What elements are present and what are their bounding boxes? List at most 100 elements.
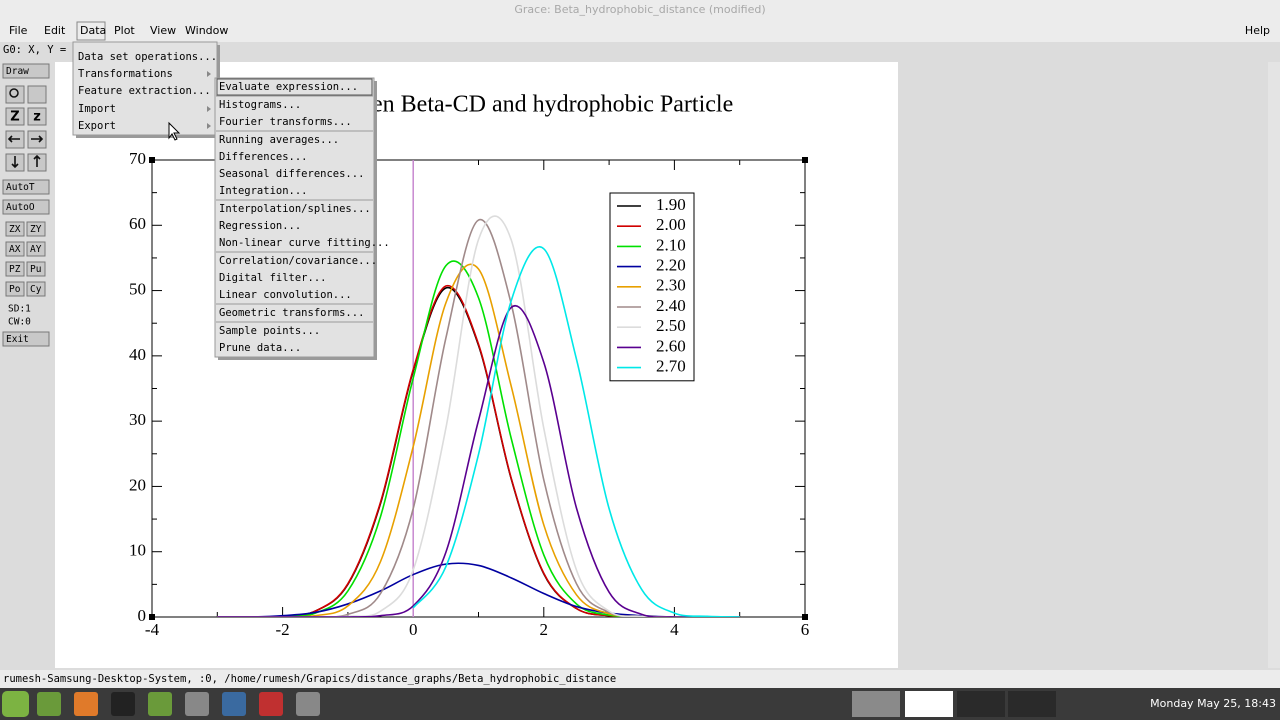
transformations-menu-item[interactable]: Differences... [219,151,308,163]
pair-button[interactable] [26,261,46,277]
menu-item[interactable]: Window [185,24,228,37]
submenu-arrow [207,106,211,112]
draw-button-label: Draw [6,66,29,77]
x-tick-label: 0 [409,620,418,639]
x-tick-label: -2 [276,620,290,639]
menu-item[interactable]: Edit [44,24,66,37]
workspace[interactable] [957,691,1005,717]
canvas [55,62,898,668]
pair-button[interactable] [5,261,25,277]
icon-button[interactable] [27,85,47,104]
y-tick-label: 40 [129,345,146,364]
pair-button[interactable] [5,241,25,257]
menu-item[interactable]: File [9,24,28,37]
transformations-menu-item[interactable]: Evaluate expression... [219,81,358,93]
legend-label: 2.60 [656,336,686,355]
transformations-menu-item[interactable]: Correlation/covariance... [219,255,377,267]
pair-button-label: PZ [9,264,21,275]
data-menu-item[interactable]: Export [78,120,116,132]
transformations-menu [214,77,375,358]
data-menu-item[interactable]: Data set operations... [78,51,217,63]
exit-button[interactable] [2,331,50,347]
title-bar [0,0,1280,20]
status-text: rumesh-Samsung-Desktop-System, :0, /home… [3,673,616,685]
taskbar-icon[interactable] [111,692,135,716]
transformations-menu-item[interactable]: Linear convolution... [219,289,352,301]
transformations-menu-item[interactable]: Prune data... [219,342,301,354]
y-tick-label: 0 [138,606,147,625]
legend-label: 2.40 [656,296,686,315]
pair-button[interactable] [26,241,46,257]
transformations-menu-item[interactable]: Regression... [219,220,301,232]
zoom-icon: z [33,110,41,125]
series-line [217,305,740,617]
x-tick-label: -4 [145,620,160,639]
series-line [412,246,740,617]
x-tick-label: 4 [670,620,679,639]
transformations-menu-item[interactable]: Fourier transforms... [219,116,352,128]
menu-highlight [216,78,373,96]
chart-title: en Beta-CD and hydrophobic Particle [372,92,733,118]
legend-label: 2.00 [656,215,686,234]
pair-button[interactable] [26,221,46,237]
pair-button[interactable] [5,221,25,237]
zoom-icon: Z [10,110,19,125]
transformations-menu-item[interactable]: Histograms... [219,99,301,111]
workspace[interactable] [1008,691,1056,717]
transformations-menu-item[interactable]: Digital filter... [219,272,326,284]
taskbar-icon[interactable] [74,692,98,716]
arrow-icon [33,154,41,167]
exit-button-label: Exit [6,334,29,345]
y-tick-label: 50 [129,279,146,298]
taskbar-icon[interactable] [296,692,320,716]
pair-button-label: ZY [30,224,42,235]
legend-label: 2.30 [656,276,686,295]
draw-button[interactable] [2,63,50,79]
x-tick-label: 6 [801,620,810,639]
menu-item[interactable]: Plot [114,24,135,37]
transformations-menu-item[interactable]: Seasonal differences... [219,168,364,180]
taskbar-icon[interactable] [148,692,172,716]
legend-label: 1.90 [656,195,686,214]
arrow-icon [7,135,20,143]
workspace[interactable] [905,691,953,717]
window-title: Grace: Beta_hydrophobic_distance (modifi… [514,3,765,16]
taskbar-icon[interactable] [222,692,246,716]
transformations-menu-item[interactable]: Running averages... [219,134,339,146]
mouse-cursor [168,121,181,141]
data-menu-item[interactable]: Feature extraction... [78,85,211,97]
data-menu-item[interactable]: Import [78,103,116,115]
transformations-menu-item[interactable]: Interpolation/splines... [219,203,371,215]
auto-button[interactable] [2,199,50,215]
y-tick-label: 20 [129,475,146,494]
y-tick-label: 30 [129,410,146,429]
transformations-menu-item[interactable]: Non-linear curve fitting... [219,237,390,249]
transformations-menu-item[interactable]: Sample points... [219,325,320,337]
data-menu-item[interactable]: Transformations [78,68,173,80]
menu-help[interactable]: Help [1245,24,1270,37]
auto-button-label: AutoT [6,182,35,193]
menu-item[interactable]: View [150,24,176,37]
series-line [217,285,740,617]
arrow-icon [11,156,19,169]
start-button[interactable] [2,691,29,717]
taskbar-icon[interactable] [259,692,283,716]
icon-button[interactable] [5,107,25,126]
legend-label: 2.50 [656,316,686,335]
pair-button[interactable] [26,281,46,297]
icon-button[interactable] [27,107,47,126]
legend-label: 2.70 [656,357,686,376]
pair-button[interactable] [5,281,25,297]
taskbar-icon[interactable] [37,692,61,716]
pair-button-label: AY [30,244,42,255]
taskbar-icon[interactable] [185,692,209,716]
data-menu [72,41,218,136]
transformations-menu-item[interactable]: Integration... [219,185,308,197]
y-tick-label: 70 [129,149,146,168]
auto-button[interactable] [2,179,50,195]
menu-item[interactable]: Data [80,24,106,37]
y-tick-label: 10 [129,541,146,560]
workspace[interactable] [852,691,900,717]
transformations-menu-item[interactable]: Geometric transforms... [219,307,364,319]
